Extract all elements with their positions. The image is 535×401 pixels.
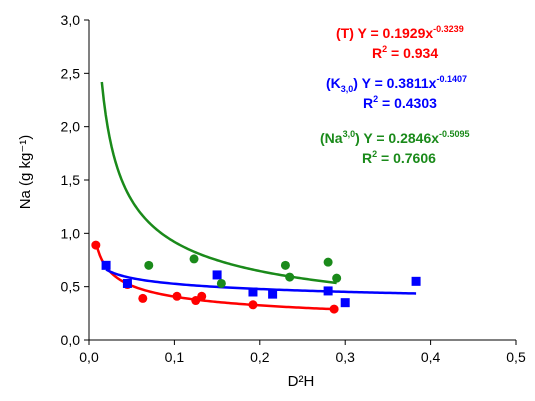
y-ticks: 0,0 0,5 1,0 1,5 2,0 2,5 3,0: [61, 12, 89, 348]
y-tick-label: 1,5: [61, 172, 81, 188]
data-point-2: [280, 260, 290, 270]
equation-green-r2: R2 = 0.7606: [362, 149, 436, 166]
data-point-1: [411, 276, 421, 286]
fit-curve-0: [94, 241, 335, 311]
data-point-0: [172, 291, 182, 301]
equation-blue-formula: (K3,0) Y = 0.3811x-0.1407: [326, 74, 467, 94]
fit-curve-2: [100, 81, 337, 285]
y-axis-label: Na (g kg⁻¹): [17, 135, 34, 210]
y-tick-label: 2,0: [61, 119, 81, 135]
x-axis-label: D²H: [288, 373, 315, 390]
fit-curve-1: [105, 268, 417, 295]
data-point-1: [122, 278, 132, 288]
data-point-0: [197, 291, 207, 301]
data-point-1: [101, 260, 111, 270]
data-point-1: [340, 298, 350, 308]
x-tick-label: 0,4: [421, 349, 441, 365]
equation-blue-r2: R2 = 0.4303: [363, 94, 437, 111]
x-tick-label: 0,5: [506, 349, 526, 365]
x-tick-label: 0,0: [79, 349, 99, 365]
data-point-2: [285, 272, 295, 282]
data-point-0: [248, 300, 258, 310]
equation-green-formula: (Na3,0) Y = 0.2846x-0.5095: [320, 129, 470, 146]
x-tick-label: 0,1: [165, 349, 185, 365]
y-tick-label: 2,5: [61, 65, 81, 81]
y-tick-label: 1,0: [61, 225, 81, 241]
equation-red: (T) Y = 0.1929x-0.3239 R2 = 0.934: [336, 24, 464, 61]
data-point-2: [216, 278, 226, 288]
data-point-1: [323, 286, 333, 296]
y-tick-label: 0,0: [61, 332, 81, 348]
equation-red-formula: (T) Y = 0.1929x-0.3239: [336, 24, 464, 41]
y-tick-label: 0,5: [61, 279, 81, 295]
data-point-1: [268, 289, 278, 299]
data-point-2: [189, 254, 199, 264]
data-point-1: [212, 270, 222, 280]
data-point-2: [332, 273, 342, 283]
data-point-2: [144, 260, 154, 270]
equation-green: (Na3,0) Y = 0.2846x-0.5095 R2 = 0.7606: [320, 129, 470, 166]
equation-red-r2: R2 = 0.934: [372, 44, 438, 61]
fit-curves: [94, 81, 417, 311]
data-points: [91, 240, 421, 314]
equation-blue: (K3,0) Y = 0.3811x-0.1407 R2 = 0.4303: [326, 74, 467, 111]
data-point-0: [91, 240, 101, 250]
x-tick-label: 0,2: [250, 349, 270, 365]
data-point-0: [329, 304, 339, 314]
data-point-1: [248, 287, 258, 297]
x-ticks: 0,0 0,1 0,2 0,3 0,4 0,5: [79, 340, 526, 365]
x-tick-label: 0,3: [335, 349, 355, 365]
data-point-0: [138, 293, 148, 303]
data-point-2: [323, 257, 333, 267]
y-tick-label: 3,0: [61, 12, 81, 28]
